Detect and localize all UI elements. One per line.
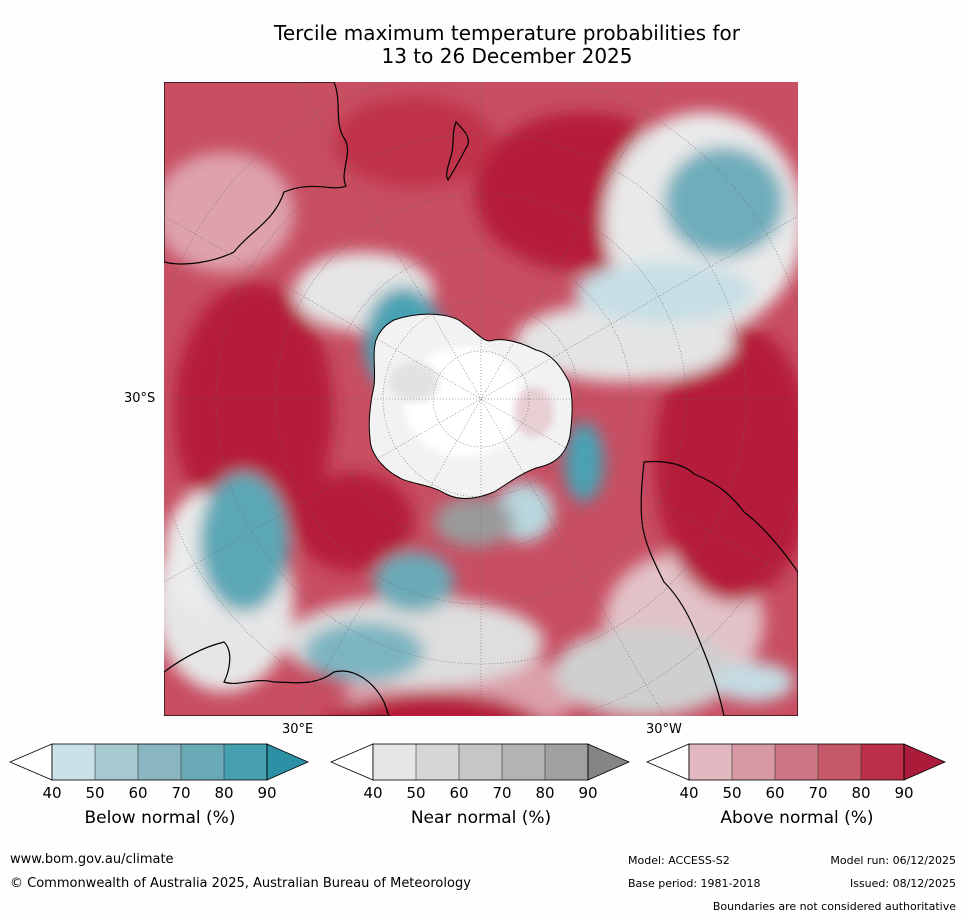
tick-label: 60	[128, 784, 148, 802]
tick-label: 40	[42, 784, 62, 802]
tick-label: 90	[578, 784, 598, 802]
tick-label: 70	[808, 784, 828, 802]
legend-title-near: Near normal (%)	[410, 808, 552, 828]
tick-label: 80	[214, 784, 234, 802]
above-light-patch	[164, 152, 294, 272]
tick-label: 50	[722, 784, 742, 802]
probability-map	[164, 82, 798, 716]
south-america	[640, 460, 798, 716]
map-title: Tercile maximum temperature probabilitie…	[165, 22, 849, 68]
legend-title-below: Below normal (%)	[84, 808, 236, 828]
model-run-text: Model run: 06/12/2025	[830, 854, 956, 867]
new-zealand	[446, 120, 469, 182]
base-period-text: Base period: 1981-2018	[628, 877, 761, 890]
australia	[164, 82, 349, 265]
model-text: Model: ACCESS-S2	[628, 854, 730, 867]
graticule	[164, 82, 798, 716]
disclaimer-text: Boundaries are not considered authoritat…	[712, 900, 956, 913]
tick-label: 80	[535, 784, 555, 802]
below-normal-patch	[664, 147, 784, 257]
africa	[164, 641, 390, 716]
tick-label: 40	[679, 784, 699, 802]
legend-title-above: Above normal (%)	[720, 808, 874, 828]
latitude-label-30s: 30°S	[124, 391, 156, 406]
website-link[interactable]: www.bom.gov.au/climate	[10, 852, 174, 867]
tick-label: 90	[894, 784, 914, 802]
issued-text: Issued: 08/12/2025	[849, 877, 956, 890]
colorbar-near	[329, 743, 630, 781]
title-line-2: 13 to 26 December 2025	[381, 44, 633, 68]
tick-label: 50	[85, 784, 105, 802]
tick-label: 40	[363, 784, 383, 802]
tick-label: 60	[449, 784, 469, 802]
tick-label: 70	[492, 784, 512, 802]
tick-label: 80	[851, 784, 871, 802]
tick-label: 70	[171, 784, 191, 802]
colorbar-above	[645, 743, 946, 781]
tick-label: 90	[257, 784, 277, 802]
longitude-label-30w: 30°W	[646, 722, 682, 737]
copyright-text: © Commonwealth of Australia 2025, Austra…	[10, 876, 471, 891]
longitude-label-30e: 30°E	[282, 722, 314, 737]
colorbar-below	[8, 743, 309, 781]
tick-label: 60	[765, 784, 785, 802]
title-line-1: Tercile maximum temperature probabilitie…	[274, 21, 740, 45]
tick-label: 50	[406, 784, 426, 802]
above-strong-patch	[174, 282, 334, 542]
